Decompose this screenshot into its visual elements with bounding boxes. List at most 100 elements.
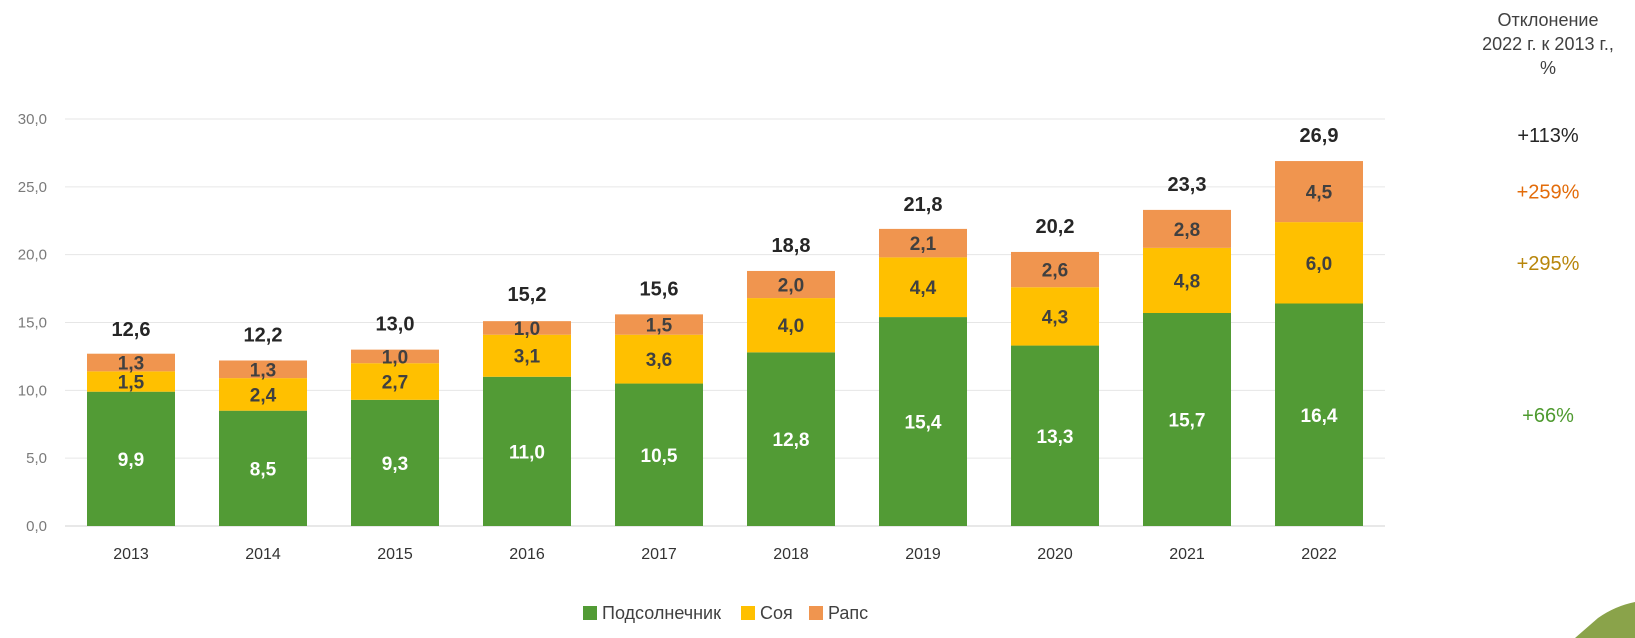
deviation-title-line-3: % [1540, 58, 1556, 78]
bar-segment [483, 334, 571, 377]
bar-segment [87, 353, 175, 372]
legend-swatch [809, 606, 823, 620]
segment-value-label: 1,5 [118, 373, 145, 394]
bar-segment [219, 360, 307, 379]
y-tick-label: 30,0 [18, 111, 47, 128]
deviation-value: +66% [1522, 405, 1574, 427]
y-tick-label: 5,0 [26, 450, 47, 467]
x-tick-label: 2017 [641, 546, 677, 563]
bar-segment [219, 410, 307, 526]
total-labels: 12,6 12,2 13,0 15,2 15,6 18,8 21,8 20,2 23,3 26,9 [112, 125, 1339, 346]
bar-segment [87, 391, 175, 526]
bar-segment [615, 334, 703, 384]
x-tick-label: 2020 [1037, 546, 1073, 563]
bar-segment [351, 399, 439, 526]
segment-value-label: 2,0 [778, 276, 804, 297]
x-axis-ticks: 2013 2014 2015 2016 2017 2018 2019 2020 2021 2022 [113, 546, 1337, 563]
segment-value-label: 8,5 [250, 459, 277, 480]
total-value-label: 26,9 [1300, 125, 1339, 147]
segment-value-label: 6,0 [1306, 254, 1332, 275]
legend-swatch [741, 606, 755, 620]
bar-segment [879, 317, 967, 526]
segment-value-label: 4,4 [910, 278, 937, 299]
x-tick-label: 2018 [773, 546, 809, 563]
bar-segment [1143, 313, 1231, 526]
bar-segment [747, 270, 835, 299]
segment-value-label: 16,4 [1301, 406, 1338, 427]
total-value-label: 12,6 [112, 319, 151, 341]
bar-segment [879, 257, 967, 318]
segment-value-label: 9,9 [118, 450, 144, 471]
bar-segment [615, 383, 703, 526]
y-tick-label: 25,0 [18, 179, 47, 196]
bar-segment [1011, 251, 1099, 288]
bar-segment [747, 352, 835, 526]
y-axis-ticks: 0,0 5,0 10,0 15,0 20,0 25,0 30,0 [18, 111, 47, 535]
segment-value-label: 9,3 [382, 454, 408, 475]
bar-segment [87, 371, 175, 392]
segment-value-label: 15,7 [1169, 411, 1206, 432]
segment-value-label: 2,8 [1174, 220, 1200, 241]
deviation-title-line-1: Отклонение [1498, 10, 1599, 30]
total-value-label: 21,8 [904, 194, 943, 216]
bar-segment [351, 363, 439, 400]
bar-segment [1275, 303, 1363, 526]
x-tick-label: 2022 [1301, 546, 1337, 563]
segment-value-label: 1,3 [118, 354, 144, 375]
total-value-label: 23,3 [1168, 174, 1207, 196]
deviation-value: +113% [1517, 125, 1579, 147]
segment-value-label: 4,5 [1306, 183, 1333, 204]
segment-value-label: 12,8 [773, 430, 810, 451]
segment-value-label: 4,8 [1174, 271, 1200, 292]
segment-value-label: 3,1 [514, 347, 541, 368]
bar-segment [747, 298, 835, 353]
segment-value-label: 2,7 [382, 373, 408, 394]
deviation-title-line-2: 2022 г. к 2013 г., [1482, 34, 1614, 54]
bar-segment [1011, 287, 1099, 346]
x-tick-label: 2021 [1169, 546, 1205, 563]
legend: Подсолнечник Соя Рапс [583, 603, 868, 623]
total-value-label: 12,2 [244, 324, 283, 346]
deviation-value: +295% [1517, 253, 1580, 275]
segment-value-label: 4,0 [778, 316, 804, 337]
bar-segment [351, 349, 439, 364]
legend-label: Рапс [828, 603, 868, 623]
bar-segment [1275, 161, 1363, 223]
decorative-leaf-corner [1575, 602, 1635, 638]
legend-label: Подсолнечник [602, 603, 721, 623]
segment-value-label: 10,5 [641, 446, 678, 467]
total-value-label: 13,0 [376, 314, 415, 336]
y-tick-label: 10,0 [18, 382, 47, 399]
x-tick-label: 2015 [377, 546, 413, 563]
bar-segment [1275, 222, 1363, 304]
bar-segment [483, 321, 571, 335]
bar-segment [1143, 209, 1231, 248]
total-value-label: 20,2 [1036, 216, 1075, 238]
bar-segment [1011, 345, 1099, 526]
segment-value-label: 3,6 [646, 350, 672, 371]
total-value-label: 18,8 [772, 235, 811, 257]
segment-value-label: 15,4 [905, 413, 942, 434]
legend-label: Соя [760, 603, 793, 623]
bar-segment [879, 228, 967, 258]
x-tick-label: 2019 [905, 546, 941, 563]
segment-value-label: 2,1 [910, 234, 937, 255]
segment-value-label: 1,3 [250, 360, 276, 381]
deviation-panel: Отклонение 2022 г. к 2013 г., % +113% +25… [1482, 10, 1614, 427]
segment-value-label: 1,0 [382, 347, 408, 368]
x-tick-label: 2016 [509, 546, 545, 563]
segment-value-label: 13,3 [1037, 427, 1074, 448]
x-tick-label: 2014 [245, 546, 281, 563]
segment-value-label: 11,0 [509, 442, 545, 463]
segment-value-label: 2,4 [250, 385, 277, 406]
segment-value-label: 4,3 [1042, 307, 1068, 328]
segment-value-label: 1,5 [646, 316, 673, 337]
segment-value-label: 1,0 [514, 319, 540, 340]
y-tick-label: 20,0 [18, 247, 47, 264]
bar-segment [1143, 247, 1231, 314]
total-value-label: 15,6 [640, 278, 679, 300]
total-value-label: 15,2 [508, 284, 547, 306]
bars: 9,91,51,38,52,41,39,32,71,011,03,11,010,… [87, 161, 1363, 526]
deviation-value: +259% [1517, 182, 1580, 204]
legend-swatch [583, 606, 597, 620]
